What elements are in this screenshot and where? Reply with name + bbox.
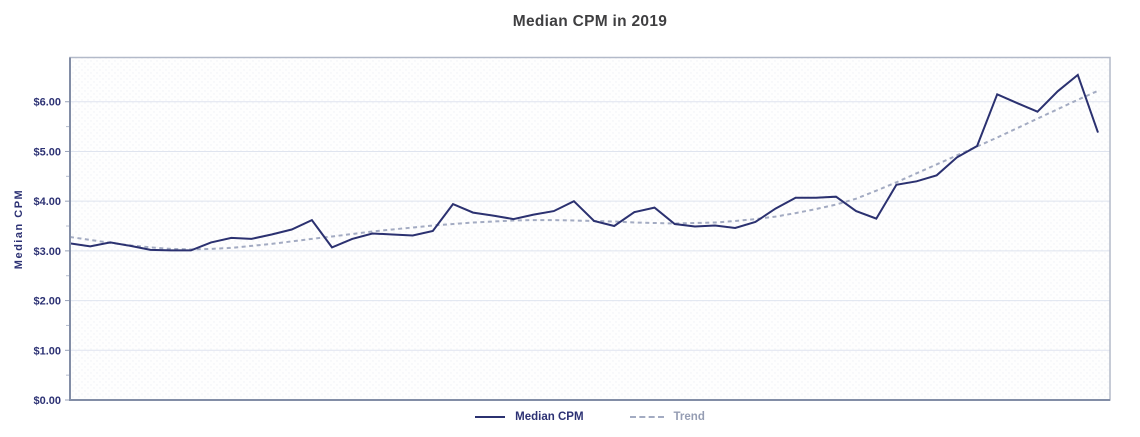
trend-line-swatch bbox=[629, 416, 664, 418]
y-tick-label: $4.00 bbox=[33, 196, 61, 208]
legend-item-median-cpm[interactable]: Median CPM bbox=[475, 411, 584, 423]
y-tick-label: $1.00 bbox=[33, 345, 61, 357]
y-tick-label: $3.00 bbox=[33, 246, 61, 258]
median-cpm-line-swatch bbox=[475, 416, 506, 418]
y-tick-label: $0.00 bbox=[33, 395, 61, 407]
chart-title: Median CPM in 2019 bbox=[512, 13, 668, 30]
legend-label-trend: Trend bbox=[673, 411, 705, 423]
y-tick-label: $2.00 bbox=[33, 296, 61, 308]
legend-label-median-cpm: Median CPM bbox=[515, 411, 584, 423]
y-tick-label: $6.00 bbox=[33, 97, 61, 109]
median-cpm-line bbox=[69, 73, 1099, 252]
legend: Median CPM Trend bbox=[70, 406, 1110, 428]
plot-background bbox=[70, 57, 1110, 400]
legend-item-trend[interactable]: Trend bbox=[629, 411, 705, 423]
y-tick-label: $5.00 bbox=[33, 146, 61, 158]
